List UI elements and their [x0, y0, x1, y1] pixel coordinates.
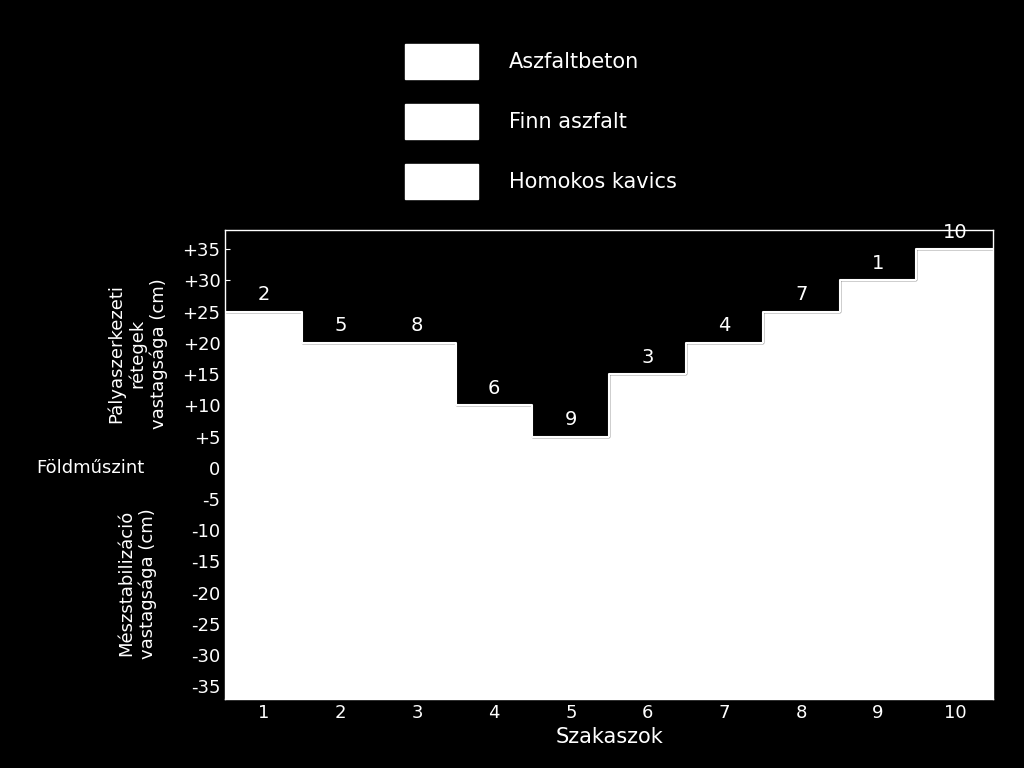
- Text: 7: 7: [795, 285, 808, 304]
- Legend: Aszfaltbeton, Finn aszfalt, Homokos kavics: Aszfaltbeton, Finn aszfalt, Homokos kavi…: [404, 44, 677, 199]
- Text: 1: 1: [871, 254, 885, 273]
- Polygon shape: [225, 230, 993, 436]
- Text: 2: 2: [257, 285, 270, 304]
- Text: 6: 6: [487, 379, 501, 398]
- Text: 8: 8: [411, 316, 424, 336]
- Text: 5: 5: [334, 316, 347, 336]
- Text: 3: 3: [641, 348, 654, 366]
- Text: 10: 10: [942, 223, 968, 242]
- Text: Pályaszerkezeti
rétegek
vastagsága (cm): Pályaszerkezeti rétegek vastagsága (cm): [106, 278, 168, 429]
- Text: Földműszint: Földműszint: [37, 458, 144, 477]
- Text: 4: 4: [718, 316, 731, 336]
- X-axis label: Szakaszok: Szakaszok: [555, 727, 664, 747]
- Text: Mészstabilizáció
vastagsága (cm): Mészstabilizáció vastagsága (cm): [118, 508, 157, 659]
- Text: 9: 9: [564, 410, 578, 429]
